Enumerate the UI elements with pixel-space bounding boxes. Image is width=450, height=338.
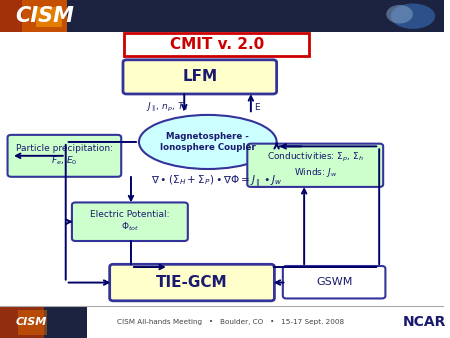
FancyBboxPatch shape xyxy=(283,266,385,298)
FancyBboxPatch shape xyxy=(72,202,188,241)
Text: CISM: CISM xyxy=(16,317,47,327)
FancyBboxPatch shape xyxy=(0,307,45,338)
FancyBboxPatch shape xyxy=(359,269,365,295)
Text: Particle precipitation:
$F_e$, $E_0$: Particle precipitation: $F_e$, $E_0$ xyxy=(16,144,113,167)
Text: CISM: CISM xyxy=(16,6,74,26)
FancyBboxPatch shape xyxy=(0,0,67,32)
FancyBboxPatch shape xyxy=(123,60,277,94)
Text: Electric Potential:
$\Phi_{tot}$: Electric Potential: $\Phi_{tot}$ xyxy=(90,210,170,233)
Ellipse shape xyxy=(386,5,413,24)
FancyBboxPatch shape xyxy=(381,269,386,295)
Text: CMIT v. 2.0: CMIT v. 2.0 xyxy=(170,37,264,52)
Text: Conductivities: $\Sigma_p$, $\Sigma_h$
Winds: $J_w$: Conductivities: $\Sigma_p$, $\Sigma_h$ W… xyxy=(267,151,364,179)
FancyBboxPatch shape xyxy=(366,269,372,295)
Ellipse shape xyxy=(391,3,435,29)
FancyBboxPatch shape xyxy=(36,7,62,27)
Text: GSWM: GSWM xyxy=(316,277,352,287)
Text: E: E xyxy=(254,103,260,112)
FancyBboxPatch shape xyxy=(22,0,67,32)
Text: TIE-GCM: TIE-GCM xyxy=(156,275,228,290)
Text: CISM All-hands Meeting   •   Boulder, CO   •   15-17 Sept. 2008: CISM All-hands Meeting • Boulder, CO • 1… xyxy=(117,319,344,325)
Text: $J_{\parallel}$, $n_p$, $T_p$: $J_{\parallel}$, $n_p$, $T_p$ xyxy=(146,101,188,114)
FancyBboxPatch shape xyxy=(110,264,274,301)
FancyBboxPatch shape xyxy=(8,135,121,177)
Text: $\nabla\bullet(\Sigma_H+\Sigma_P)\bullet\nabla\Phi = J_{\parallel}\bullet J_w$: $\nabla\bullet(\Sigma_H+\Sigma_P)\bullet… xyxy=(151,174,283,190)
FancyBboxPatch shape xyxy=(0,307,86,338)
Text: NCAR: NCAR xyxy=(402,315,446,329)
FancyBboxPatch shape xyxy=(124,33,309,56)
Ellipse shape xyxy=(139,115,277,169)
FancyBboxPatch shape xyxy=(18,310,47,335)
Text: Magnetosphere -
Ionosphere Coupler: Magnetosphere - Ionosphere Coupler xyxy=(160,132,256,152)
Text: LFM: LFM xyxy=(182,69,217,84)
FancyBboxPatch shape xyxy=(0,0,444,32)
FancyBboxPatch shape xyxy=(248,144,383,187)
FancyBboxPatch shape xyxy=(374,269,379,295)
